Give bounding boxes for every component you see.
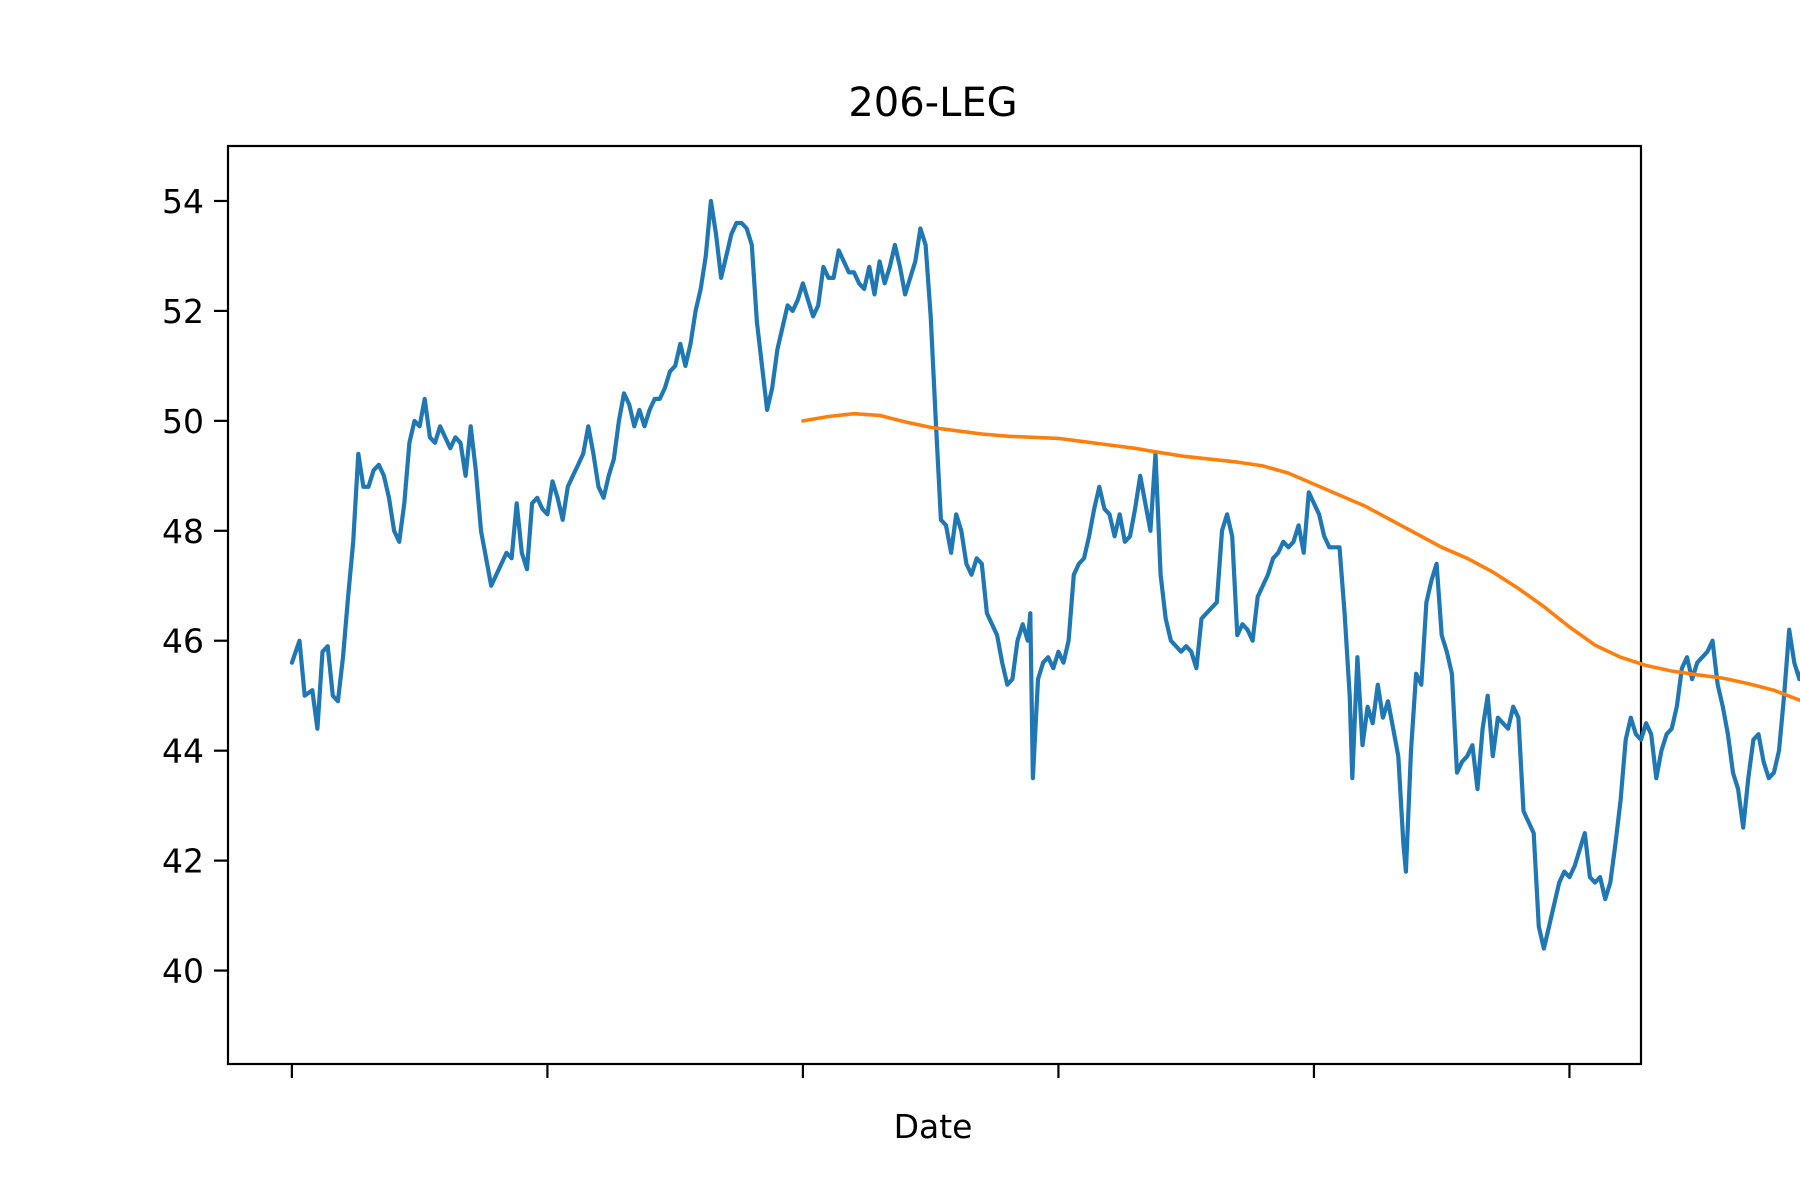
y-tick-label: 54 (162, 182, 204, 221)
y-tick-label: 50 (162, 402, 204, 441)
y-tick-label: 46 (162, 622, 204, 661)
chart-title: 206-LEG (848, 80, 1017, 126)
x-axis (290, 1064, 1571, 1078)
y-tick-label: 44 (162, 732, 204, 771)
y-tick-label: 42 (162, 842, 204, 881)
y-tick-label: 48 (162, 512, 204, 551)
series-line-2 (801, 411, 1800, 702)
x-axis-label: Date (894, 1107, 973, 1146)
y-tick-label: 40 (162, 952, 204, 991)
y-tick-label: 52 (162, 292, 204, 331)
series-line-1 (289, 198, 1800, 951)
plot-area-frame (226, 144, 1643, 1066)
series-group (289, 198, 1800, 951)
y-axis: 40 42 44 46 48 50 52 54 (162, 182, 228, 991)
